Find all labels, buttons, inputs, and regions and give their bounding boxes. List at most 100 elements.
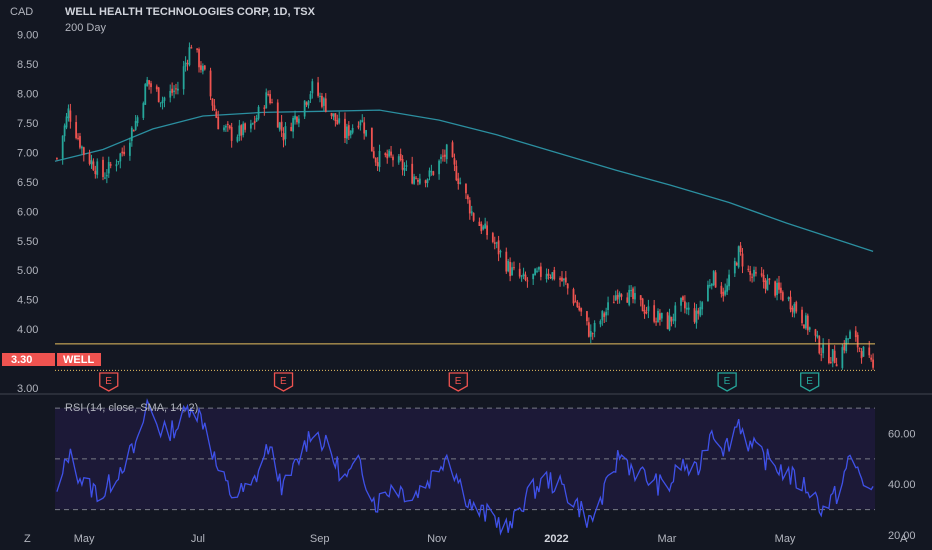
candle-body [707,284,709,302]
candle-body [405,165,408,167]
candle-body [203,65,206,70]
candle-body [841,347,844,368]
timezone-icon[interactable]: Z [24,533,31,545]
candle-body [94,170,97,175]
candle-body [109,164,112,166]
candle-body [361,120,364,122]
candle-body [217,116,220,130]
candle-body [184,62,187,67]
ma-200-line[interactable] [54,109,874,253]
candle-body [712,270,715,286]
candle-body [345,126,348,139]
candle-body [564,277,567,283]
rsi-tick-label: 60.00 [888,429,916,441]
candle-body [319,95,321,97]
candle-body [88,153,91,164]
time-tick-label: Jul [191,533,205,545]
candle-body [820,354,823,356]
candle-body [271,102,273,104]
earnings-marker[interactable]: E [717,372,737,392]
candle-body [795,302,798,312]
earnings-marker[interactable]: E [273,372,294,392]
symbol-tag-bg [57,353,101,366]
candle-body [655,321,657,323]
candle-body [766,279,769,291]
candle-body [430,171,433,173]
candle-body [424,180,427,184]
candle-body [856,334,859,348]
ma-legend-label[interactable]: 200 Day [65,22,106,34]
candle-body [440,156,442,159]
candle-body [399,153,402,161]
price-tick-label: 4.00 [17,324,38,336]
chart-title[interactable]: WELL HEALTH TECHNOLOGIES CORP, 1D, TSX [65,6,316,18]
price-tick-label: 5.50 [17,236,38,248]
candle-body [768,278,771,281]
candle-body [457,178,460,184]
earnings-marker[interactable]: E [800,372,820,392]
candle-body [553,270,556,280]
candle-body [835,364,838,367]
candle-body [438,160,440,175]
candle-body [478,221,481,226]
earnings-marker[interactable]: E [99,372,119,392]
candle-body [428,170,431,177]
candle-body [67,108,70,119]
candle-body [332,113,335,117]
candle-body [739,245,742,253]
candle-body [639,295,642,300]
candle-body [724,290,727,295]
candle-body [186,63,189,65]
candle-body [470,211,473,214]
candle-body [781,292,784,301]
rsi-legend-label[interactable]: RSI (14, close, SMA, 14, 2) [65,402,198,414]
price-tick-label: 6.50 [17,177,38,189]
candle-body [107,161,110,174]
candle-body [201,65,204,72]
earnings-marker[interactable]: E [448,372,468,392]
candle-body [280,121,283,131]
candle-body [804,315,807,329]
candle-body [442,155,444,157]
candle-body [616,294,619,300]
candle-body [359,121,362,126]
candle-body [228,125,231,129]
candle-body [61,135,64,159]
candle-body [269,94,271,103]
candle-body [697,310,700,314]
candle-body [296,116,298,123]
candle-body [413,176,416,184]
candle-body [215,111,218,118]
candle-body [735,262,738,266]
candle-body [182,66,185,90]
price-tick-label: 4.50 [17,295,38,307]
candle-body [722,291,725,297]
rsi-line[interactable] [56,398,874,536]
candle-body [760,273,763,276]
candle-body [121,151,124,154]
candle-body [82,147,85,155]
candle-body [822,344,825,354]
candle-body [486,225,488,236]
candle-body [163,97,166,101]
candle-body [683,301,686,309]
candle-body [294,115,296,120]
auto-scale-icon[interactable]: A [900,533,908,545]
candle-body [80,146,83,149]
horizontal-line-layer[interactable] [55,343,875,371]
time-tick-label: Nov [427,533,447,545]
candle-body [793,304,796,314]
price-tick-label: 9.00 [17,30,38,42]
candle-body [666,312,669,329]
candle-body [265,92,268,109]
candle-body [509,261,512,277]
candle-body [142,103,145,118]
candle-body [190,47,193,49]
candle-body [816,334,819,338]
price-tick-label: 7.00 [17,147,38,159]
candle-body [175,88,177,90]
candle-body [753,269,755,277]
candle-body [620,294,623,297]
